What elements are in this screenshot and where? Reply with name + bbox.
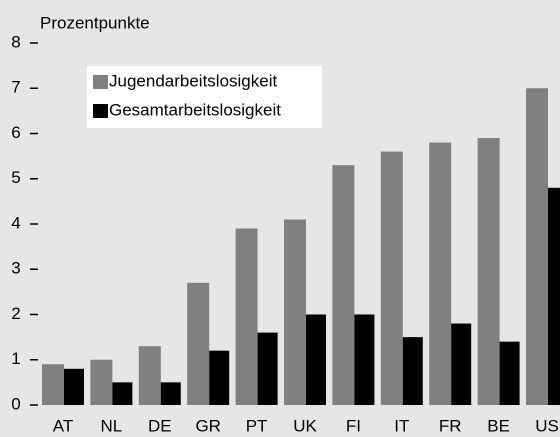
bar [209,350,230,405]
bar [402,337,423,405]
bar [548,187,560,405]
bar [42,364,64,405]
bar [284,219,306,405]
x-tick-label: BE [487,416,510,435]
bar [64,368,84,405]
bar [306,314,326,405]
x-tick-label: AT [53,416,73,435]
legend-swatch [93,75,108,89]
bar [257,332,278,405]
x-tick-label: PT [246,416,268,435]
x-tick-label: NL [101,416,123,435]
y-tick-label: 4 [11,213,20,232]
y-tick-label: 1 [11,349,20,368]
y-tick-label: 5 [11,168,20,187]
y-tick-label: 7 [11,78,20,97]
legend-label: Gesamtarbeitslosigkeit [109,100,281,119]
legend-swatch [93,104,108,118]
bar [160,382,181,405]
bar [187,282,210,405]
bar [380,151,403,405]
bar [235,228,258,405]
bar [477,138,500,405]
y-tick-label: 2 [11,304,20,323]
x-tick-label: GR [195,416,221,435]
y-axis-label: Prozentpunkte [40,13,150,32]
bar [90,359,113,405]
bar [112,382,133,405]
bar [354,314,375,405]
bar [138,346,161,405]
bar [499,341,520,405]
legend-box [87,66,322,128]
bar [429,142,452,406]
y-tick-label: 8 [11,32,20,51]
x-tick-label: UK [293,416,317,435]
x-tick-label: IT [394,416,409,435]
y-tick-label: 3 [11,259,20,278]
x-tick-label: DE [148,416,172,435]
y-tick-label: 6 [11,123,20,142]
x-tick-label: US [535,416,559,435]
bar [526,88,548,405]
bar [451,323,472,405]
legend-label: Jugendarbeitslosigkeit [109,71,277,90]
x-tick-label: FR [439,416,462,435]
bar [332,165,355,405]
x-tick-label: FI [346,416,361,435]
y-tick-label: 0 [11,394,20,413]
